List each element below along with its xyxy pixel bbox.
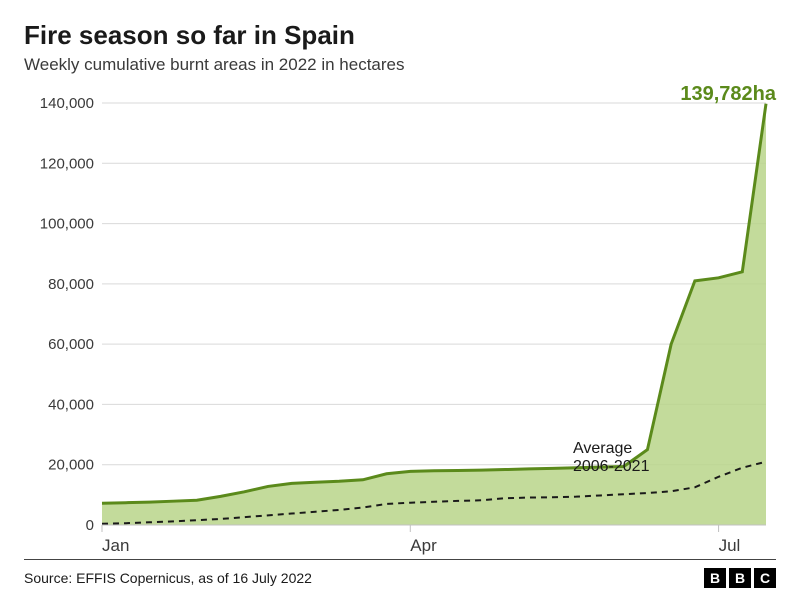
svg-text:0: 0	[86, 517, 94, 534]
chart-plot-area: 0 20,000 40,000 60,000 80,000 100,000 120,000 1…	[24, 83, 776, 559]
average-annotation: Average 2006-2021	[573, 440, 650, 477]
bbc-logo: B B C	[704, 568, 776, 588]
chart-subtitle: Weekly cumulative burnt areas in 2022 in…	[24, 55, 776, 75]
svg-text:140,000: 140,000	[40, 95, 94, 112]
bbc-block-3: C	[754, 568, 776, 588]
svg-text:120,000: 120,000	[40, 155, 94, 172]
average-annotation-line1: Average	[573, 440, 632, 457]
svg-text:Jul: Jul	[719, 536, 741, 555]
svg-text:60,000: 60,000	[48, 336, 94, 353]
chart-container: Fire season so far in Spain Weekly cumul…	[0, 0, 800, 600]
svg-text:20,000: 20,000	[48, 457, 94, 474]
chart-svg: 0 20,000 40,000 60,000 80,000 100,000 120,000 1…	[24, 83, 776, 559]
average-annotation-line2: 2006-2021	[573, 458, 650, 475]
svg-text:100,000: 100,000	[40, 216, 94, 233]
bbc-block-1: B	[704, 568, 726, 588]
peak-annotation-text: 139,782ha	[680, 83, 776, 105]
svg-text:Jan: Jan	[102, 536, 129, 555]
chart-title: Fire season so far in Spain	[24, 20, 776, 51]
source-text: Source: EFFIS Copernicus, as of 16 July …	[24, 570, 312, 586]
svg-text:Apr: Apr	[410, 536, 437, 555]
chart-footer: Source: EFFIS Copernicus, as of 16 July …	[24, 559, 776, 588]
bbc-block-2: B	[729, 568, 751, 588]
svg-text:80,000: 80,000	[48, 276, 94, 293]
svg-text:40,000: 40,000	[48, 396, 94, 413]
peak-annotation: 139,782ha	[680, 83, 776, 106]
